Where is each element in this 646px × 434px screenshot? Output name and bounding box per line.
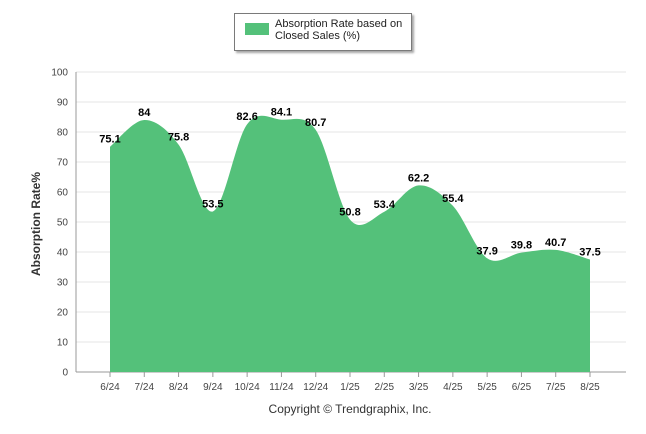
data-label: 40.7 [545,237,566,249]
y-tick-label: 50 [57,218,69,229]
data-label: 55.4 [442,193,464,205]
y-tick-label: 0 [62,368,68,379]
legend: Absorption Rate based on Closed Sales (%… [234,13,412,51]
y-tick-label: 90 [57,98,69,109]
x-tick-label: 12/24 [303,382,328,393]
data-labels: 75.1 84 75.8 53.5 82.6 84.1 80.7 50.8 53.4 62.2 55… [99,107,600,259]
data-label: 80.7 [305,117,326,129]
x-tick-label: 4/25 [443,382,463,393]
data-label: 39.8 [511,240,532,252]
x-axis: 6/24 7/24 8/24 9/24 10/24 11/24 12/24 1/25 2/25 3… [100,372,600,393]
x-tick-label: 3/25 [409,382,429,393]
data-label: 84.1 [271,107,292,119]
x-tick-label: 1/25 [340,382,360,393]
data-label: 53.5 [202,199,223,211]
x-tick-label: 7/24 [135,382,155,393]
data-label: 53.4 [374,199,396,211]
series-area [110,115,590,372]
data-label: 37.5 [579,247,600,259]
legend-label: Absorption Rate based on Closed Sales (%… [275,18,409,42]
legend-swatch [245,23,269,35]
data-label: 75.8 [168,132,189,144]
y-tick-label: 30 [57,278,69,289]
y-tick-label: 80 [57,128,69,139]
x-tick-label: 2/25 [375,382,395,393]
legend-label-line1: Absorption Rate based on [275,18,403,30]
data-label: 84 [138,107,151,119]
y-tick-label: 20 [57,308,69,319]
data-label: 50.8 [339,207,360,219]
series-area-fill [110,115,590,372]
x-tick-label: 10/24 [235,382,260,393]
data-label: 75.1 [99,134,120,146]
x-tick-label: 8/25 [580,382,600,393]
data-label: 37.9 [476,245,497,257]
y-tick-label: 10 [57,338,69,349]
y-axis-title: Absorption Rate% [29,172,43,276]
x-tick-label: 5/25 [477,382,497,393]
x-tick-label: 11/24 [269,382,294,393]
x-tick-label: 6/24 [100,382,120,393]
y-tick-label: 60 [57,188,69,199]
y-tick-label: 40 [57,248,69,259]
y-tick-label: 100 [51,68,68,79]
copyright-text: Copyright © Trendgraphix, Inc. [269,402,432,416]
data-label: 62.2 [408,172,429,184]
x-tick-label: 9/24 [203,382,223,393]
y-tick-label: 70 [57,158,69,169]
x-tick-label: 6/25 [512,382,532,393]
y-axis: 0 10 20 30 40 50 60 70 80 90 100 [51,68,77,379]
data-label: 82.6 [236,111,257,123]
x-tick-label: 8/24 [169,382,189,393]
x-tick-label: 7/25 [546,382,566,393]
legend-label-line2: Closed Sales (%) [275,30,360,42]
